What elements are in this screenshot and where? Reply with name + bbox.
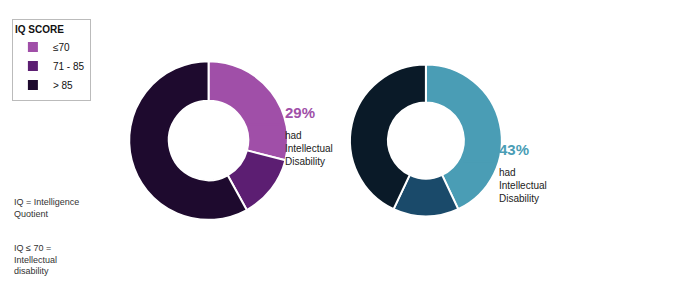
svg-text:≤70: ≤70 [53, 42, 70, 53]
svg-text:IQ = IntelligenceQuotient: IQ = IntelligenceQuotient [14, 197, 79, 219]
svg-text:43%: 43% [499, 141, 529, 158]
svg-text:hadIntellectualDisability: hadIntellectualDisability [499, 167, 547, 204]
svg-text:hadIntellectualDisability: hadIntellectualDisability [285, 130, 333, 167]
svg-text:IQ ≤ 70 =Intellectualdisabilit: IQ ≤ 70 =Intellectualdisability [14, 243, 57, 276]
svg-text:29%: 29% [285, 104, 315, 121]
svg-text:> 85: > 85 [53, 80, 73, 91]
svg-text:IQ SCORE: IQ SCORE [15, 24, 64, 35]
svg-text:71 - 85: 71 - 85 [53, 61, 85, 72]
